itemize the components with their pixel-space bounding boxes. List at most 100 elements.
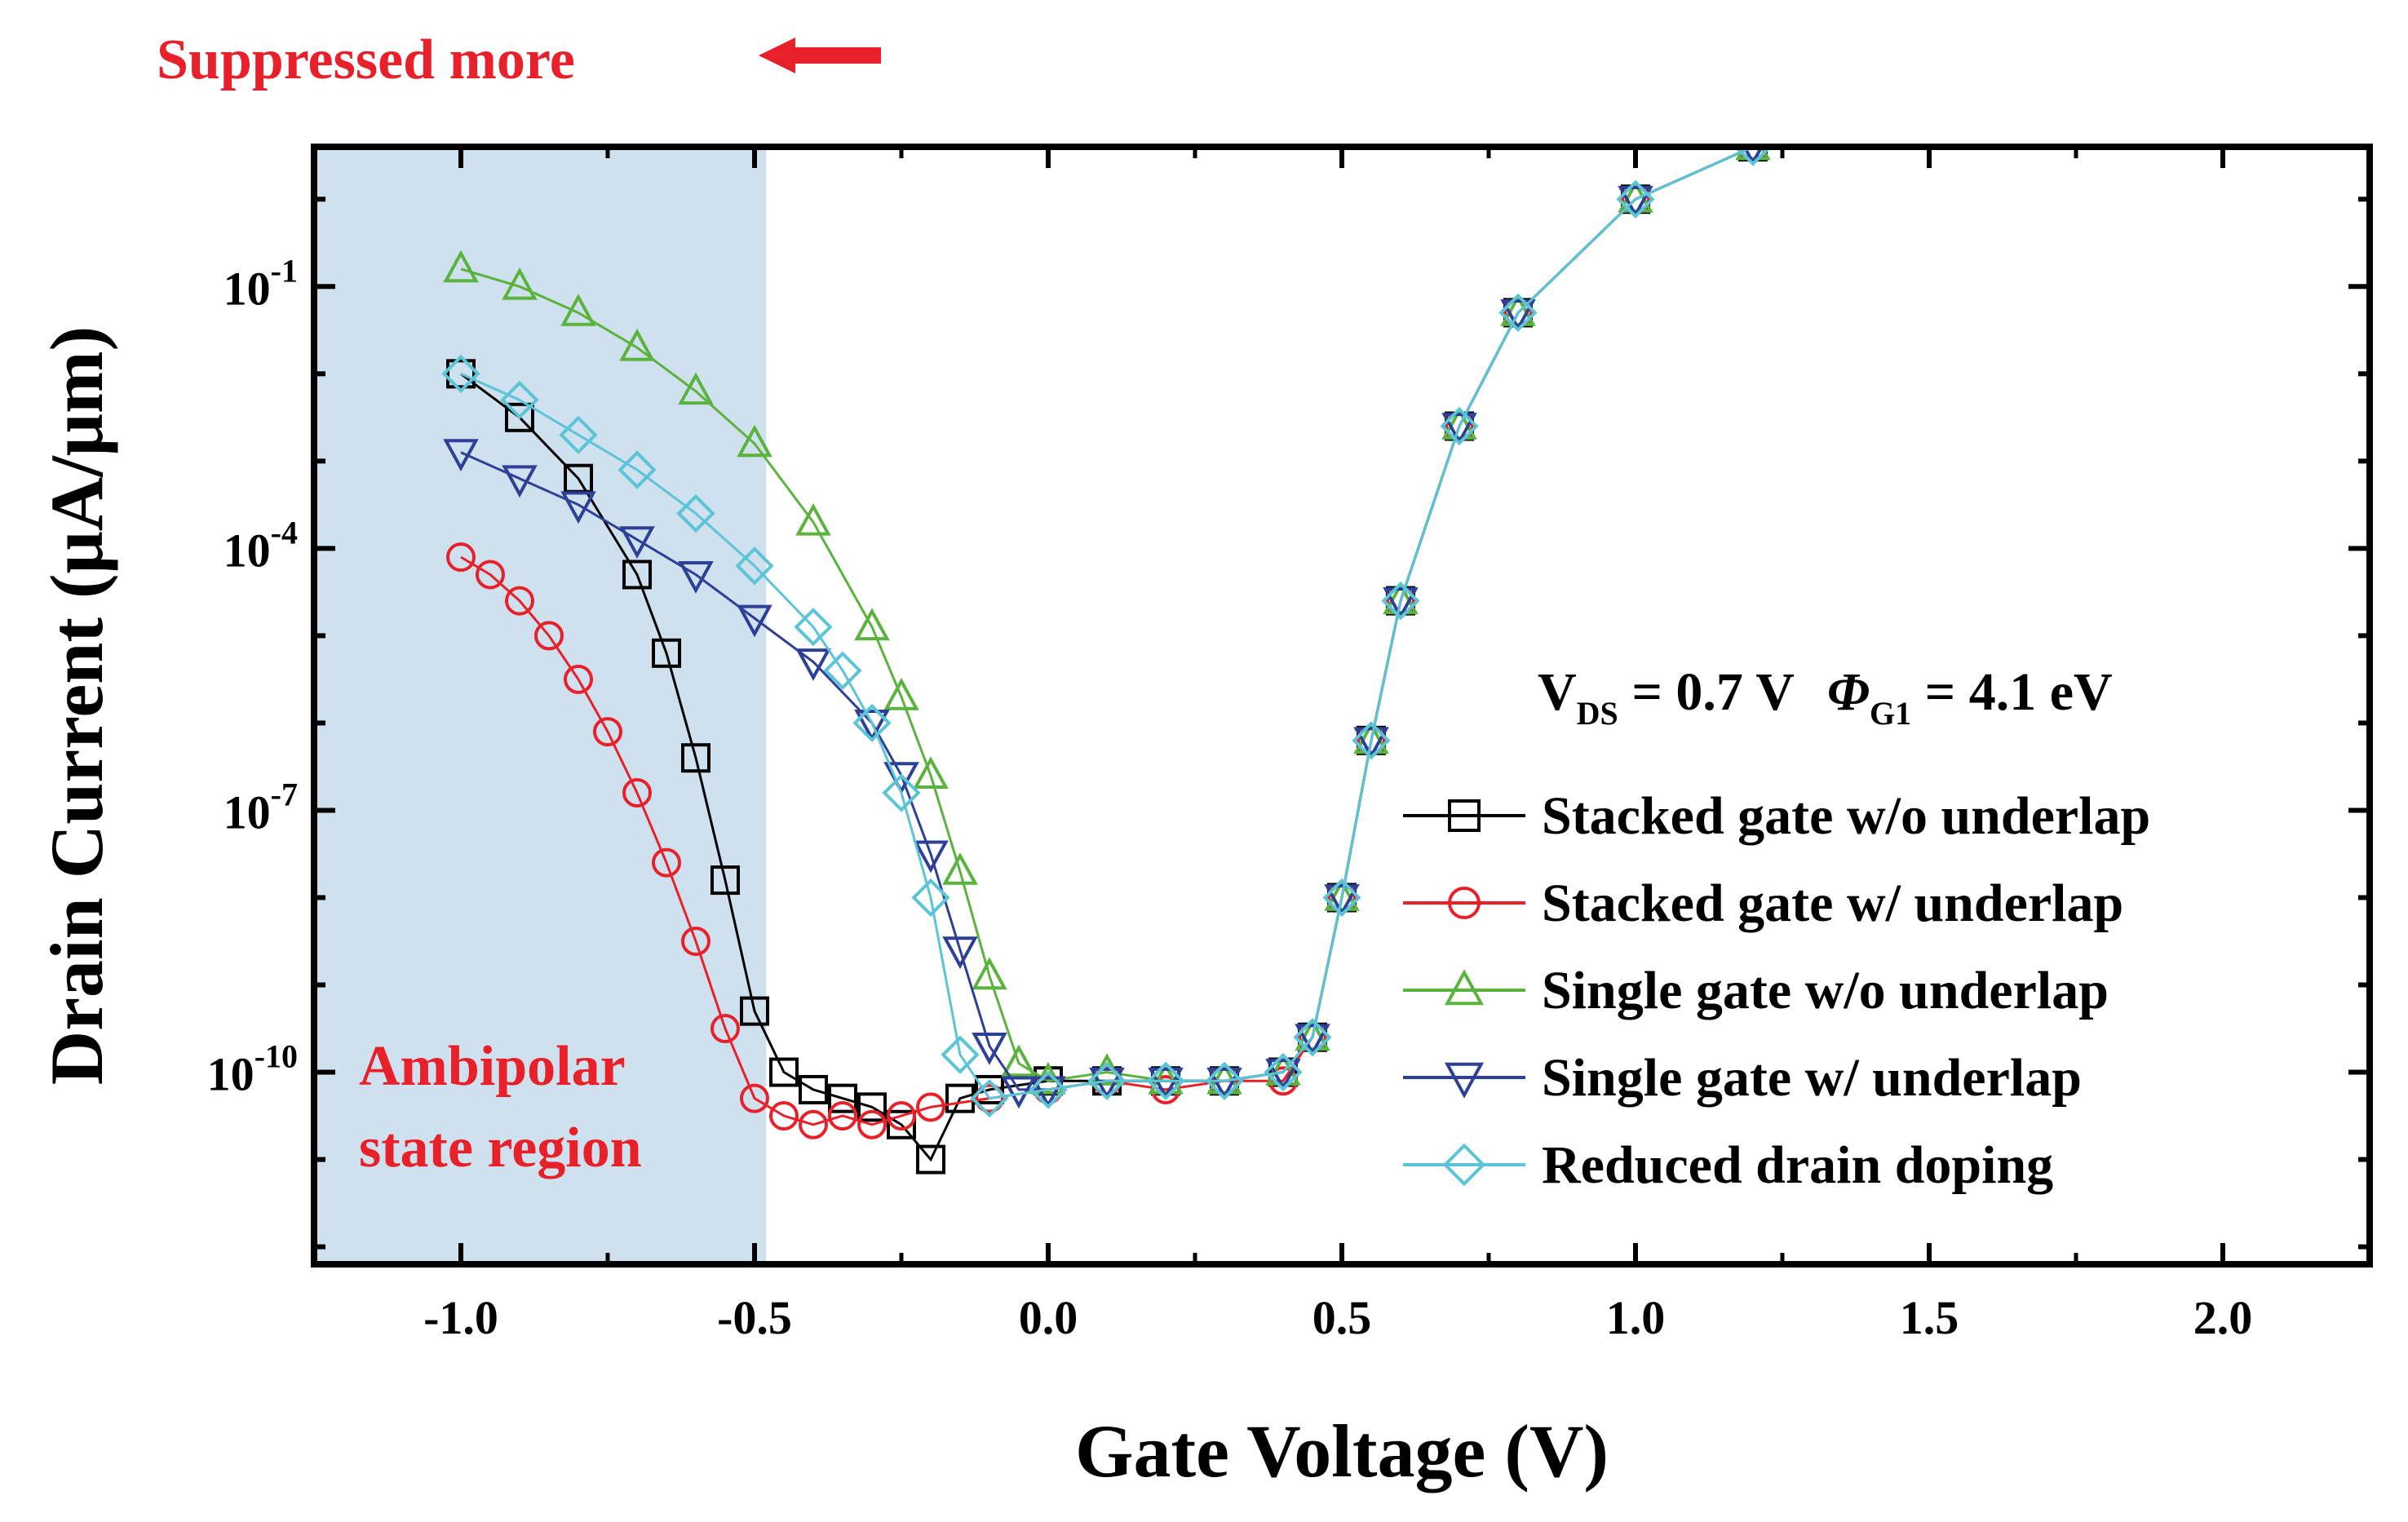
triangle-up-marker (737, 424, 772, 458)
triangle-up-marker (913, 756, 949, 790)
triangle-down-marker (1914, 108, 1945, 136)
diamond-marker (2206, 86, 2240, 121)
diamond-marker (911, 878, 950, 918)
triangle-down-marker (1324, 884, 1360, 917)
diamond-marker (970, 1079, 1009, 1118)
diamond-marker (1352, 721, 1391, 760)
triangle-up-marker (1383, 582, 1419, 614)
circle-marker (887, 1101, 916, 1131)
circle-marker (593, 717, 622, 747)
x-tick-label: -0.5 (717, 1291, 792, 1344)
circle-marker (916, 1092, 945, 1122)
y-axis-title: Drain Current (μA/μm) (35, 326, 118, 1085)
triangle-down-marker (1441, 413, 1477, 445)
ticks-layer: -1.0 -0.5 0.0 0.5 1.0 1.5 2.0 10-1 10-4 10-7 10-10 (207, 147, 2370, 1344)
series-layer (441, 86, 2240, 1175)
triangle-down-marker (2208, 91, 2238, 119)
diamond-marker (1293, 1018, 1332, 1057)
triangle-up-marker (1914, 105, 1945, 133)
diamond-marker (1322, 878, 1361, 918)
triangle-up-marker (883, 677, 919, 710)
legend-entry: Single gate w/ underlap (1403, 1048, 2082, 1108)
square-marker (769, 1057, 799, 1087)
triangle-down-marker (1444, 1062, 1485, 1099)
circle-marker (564, 664, 593, 694)
legend: Stacked gate w/o underlap Stacked gate w/… (1403, 786, 2150, 1195)
triangle-down-marker (1383, 587, 1419, 620)
triangle-up-marker (560, 293, 596, 326)
triangle-up-marker (795, 502, 831, 536)
triangle-down-marker (913, 840, 949, 874)
triangle-up-marker (678, 372, 714, 405)
triangle-down-marker (1295, 1024, 1330, 1057)
square-marker (740, 996, 769, 1026)
triangle-up-marker (2091, 92, 2121, 120)
triangle-up-marker (1500, 293, 1536, 326)
triangle-up-marker (1444, 969, 1485, 1006)
circle-marker (2092, 95, 2118, 121)
triangle-up-marker (619, 328, 655, 361)
triangle-up-marker (1324, 878, 1360, 911)
circle-marker (622, 778, 652, 808)
x-tick-label: 2.0 (2193, 1291, 2253, 1344)
triangle-down-marker (1500, 299, 1536, 332)
triangle-up-marker (854, 608, 890, 641)
diamond-marker (1146, 1061, 1185, 1100)
triangle-up-marker (942, 852, 978, 885)
triangle-up-marker (1353, 721, 1389, 754)
triangle-up-marker (2208, 87, 2238, 115)
y-tick-label: 10-10 (207, 1038, 298, 1101)
triangle-up-marker (1441, 407, 1477, 440)
diamond-marker (1733, 147, 1773, 166)
triangle-down-marker (560, 491, 596, 524)
x-tick-label: 1.0 (1606, 1291, 1666, 1344)
triangle-down-marker (1001, 1076, 1037, 1109)
diamond-marker (617, 450, 657, 489)
diamond-marker (794, 608, 833, 647)
series-line (460, 147, 1762, 1100)
triangle-down-marker (443, 439, 479, 471)
diamond-marker (1440, 406, 1479, 446)
triangle-up-marker (1001, 1044, 1037, 1077)
triangle-down-marker (854, 710, 890, 742)
diamond-marker (823, 651, 862, 690)
circle-marker (2210, 90, 2236, 116)
series-diamond (441, 86, 2240, 1118)
diamond-marker (441, 354, 480, 393)
triangle-up-marker (1148, 1061, 1184, 1095)
circle-marker (975, 1083, 1004, 1113)
square-marker (1916, 108, 1942, 134)
diamond-marker (559, 415, 598, 454)
x-tick-label: 0.0 (1019, 1291, 1078, 1344)
x-tick-label: 0.5 (1312, 1291, 1372, 1344)
circle-marker (857, 1109, 887, 1139)
square-marker (2092, 95, 2118, 121)
square-marker (975, 1074, 1004, 1104)
legend-label: Single gate w/ underlap (1542, 1048, 2082, 1108)
x-tick-label: 1.5 (1900, 1291, 1959, 1344)
diamond-marker (1029, 1070, 1068, 1109)
diamond-marker (1912, 104, 1946, 138)
circle-marker (769, 1101, 799, 1131)
circle-marker (534, 621, 564, 651)
diamond-marker (1264, 1052, 1303, 1092)
diamond-marker (1087, 1061, 1127, 1100)
circle-marker (681, 926, 710, 956)
legend-entry: Stacked gate w/o underlap (1403, 786, 2150, 846)
diamond-marker (1205, 1061, 1244, 1100)
conditions-text: VDS = 0.7 V ΦG1 = 4.1 eV (1538, 662, 2113, 732)
square-marker (799, 1074, 828, 1104)
ambipolar-label-line2: state region (359, 1117, 642, 1179)
diamond-marker (882, 773, 921, 812)
triangle-down-marker (619, 526, 655, 560)
triangle-up-marker (1265, 1053, 1301, 1086)
circle-marker (1916, 108, 1942, 134)
triangle-up-marker (1735, 147, 1771, 161)
legend-label: Stacked gate w/ underlap (1542, 874, 2123, 933)
diamond-marker (500, 380, 539, 420)
ambipolar-label-line1: Ambipolar (359, 1035, 626, 1098)
diamond-marker (2088, 91, 2122, 125)
triangle-up-marker (1295, 1018, 1330, 1051)
square-marker (652, 638, 681, 668)
legend-label: Stacked gate w/o underlap (1542, 786, 2150, 846)
